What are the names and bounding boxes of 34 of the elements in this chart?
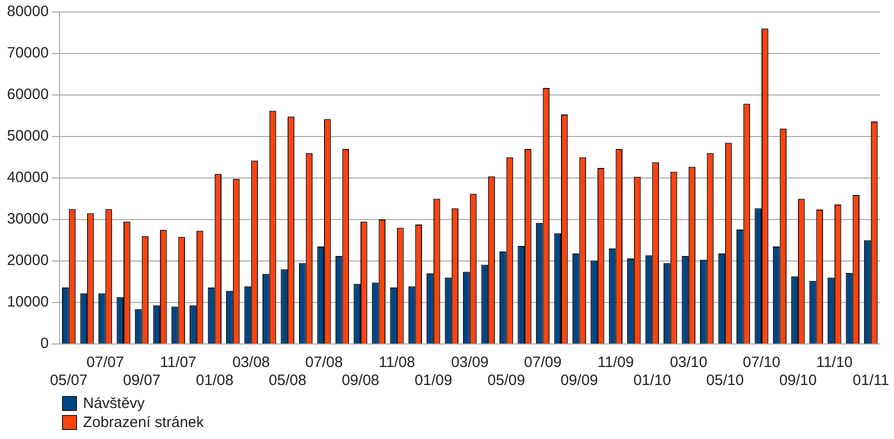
- x-tick-label: 07/07: [86, 354, 124, 372]
- y-tick-label: 50000: [6, 128, 49, 145]
- x-tick-label: 01/09: [414, 372, 452, 390]
- x-tick-label: 03/10: [670, 354, 708, 372]
- y-tick-label: 10000: [6, 294, 49, 311]
- legend-label: Zobrazení stránek: [83, 414, 204, 431]
- x-tick-label: 11/10: [816, 354, 853, 372]
- x-tick-label: 09/09: [560, 372, 598, 390]
- x-tick-label: 03/08: [232, 354, 270, 372]
- x-tick-label: 01/08: [196, 372, 234, 390]
- x-tick-label: 01/11: [852, 372, 890, 390]
- x-tick-label: 07/09: [524, 354, 562, 372]
- y-tick-label: 70000: [6, 44, 49, 62]
- y-tick-label: 40000: [6, 169, 49, 186]
- y-tick-label: 60000: [6, 86, 49, 104]
- x-tick-label: 07/08: [305, 354, 343, 372]
- x-tick-label: 05/08: [268, 372, 306, 390]
- x-tick-label: 11/08: [378, 354, 416, 372]
- x-tick-label: 09/10: [779, 372, 817, 390]
- y-tick-label: 0: [40, 335, 49, 352]
- x-tick-label: 07/10: [742, 354, 780, 372]
- x-tick-label: 05/09: [488, 372, 526, 390]
- y-tick-label: 30000: [6, 210, 49, 228]
- x-tick-label: 01/10: [633, 372, 671, 390]
- x-tick-label: 11/07: [160, 354, 196, 372]
- x-tick-label: 09/07: [122, 372, 161, 390]
- legend-label: Návštěvy: [83, 395, 145, 412]
- x-tick-label: 09/08: [342, 372, 380, 390]
- y-tick-label: 80000: [6, 3, 49, 20]
- x-tick-label: 03/09: [451, 354, 489, 372]
- x-tick-label: 11/09: [597, 354, 634, 372]
- y-tick-label: 20000: [6, 252, 49, 270]
- x-tick-label: 05/07: [50, 372, 88, 390]
- x-tick-label: 05/10: [706, 372, 744, 390]
